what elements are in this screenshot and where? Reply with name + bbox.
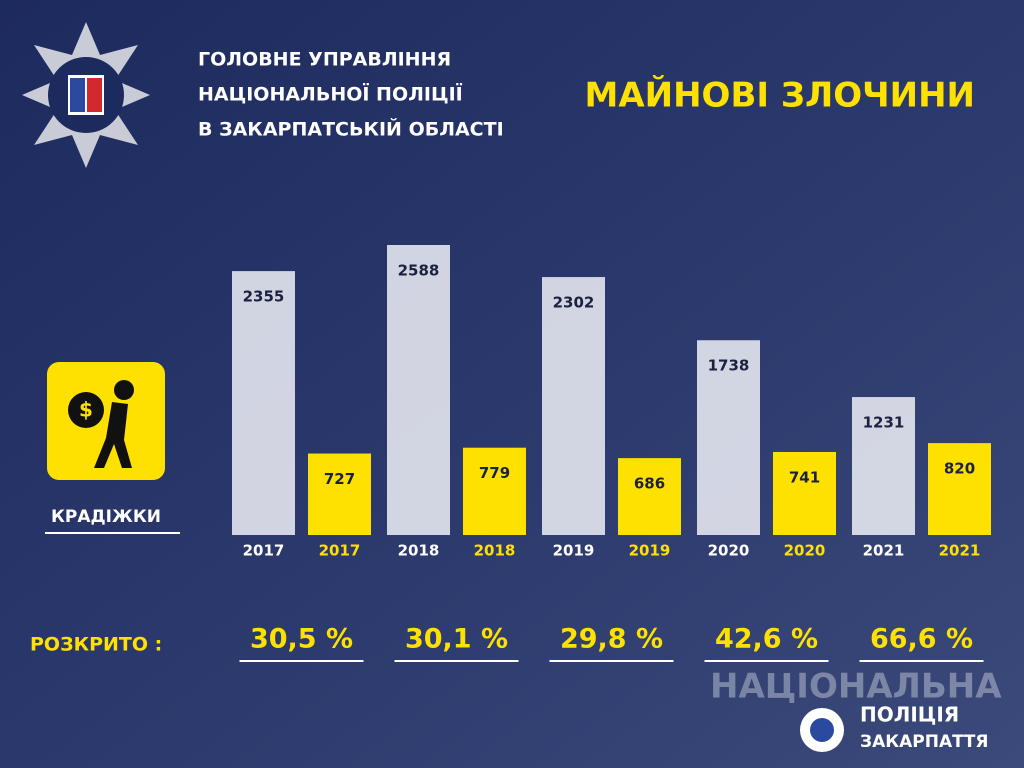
- bar: [852, 397, 915, 535]
- bar: [463, 447, 526, 535]
- value-label: 686: [634, 475, 665, 493]
- org-line: ГОЛОВНЕ УПРАВЛІННЯ: [198, 49, 451, 71]
- x-tick-label: 2021: [939, 542, 981, 560]
- rate-label: 29,8 %: [560, 624, 663, 655]
- bar: [773, 451, 836, 535]
- rate-title: РОЗКРИТО :: [30, 634, 162, 656]
- value-label: 727: [324, 470, 355, 488]
- brand-line: ЗАКАРПАТТЯ: [860, 732, 988, 752]
- x-tick-label: 2017: [243, 542, 285, 560]
- x-tick-label: 2021: [863, 542, 905, 560]
- watermark: НАЦІОНАЛЬНА: [710, 667, 1002, 707]
- x-tick-label: 2019: [629, 542, 671, 560]
- value-label: 2588: [398, 262, 440, 280]
- bar: [232, 271, 295, 535]
- value-label: 1738: [708, 357, 750, 375]
- value-label: 2302: [553, 294, 595, 312]
- bar: [928, 443, 991, 535]
- bar: [697, 340, 760, 535]
- brand-line: ПОЛІЦІЯ: [860, 703, 959, 727]
- value-label: 820: [944, 460, 975, 478]
- org-line: НАЦІОНАЛЬНОЇ ПОЛІЦІЇ: [198, 82, 463, 106]
- rate-label: 30,5 %: [250, 624, 353, 655]
- value-label: 741: [789, 468, 820, 486]
- x-tick-label: 2017: [319, 542, 361, 560]
- rate-label: 66,6 %: [870, 624, 973, 655]
- value-label: 2355: [243, 288, 285, 306]
- bar: [542, 277, 605, 535]
- bar: [618, 458, 681, 535]
- rate-label: 30,1 %: [405, 624, 508, 655]
- x-tick-label: 2019: [553, 542, 595, 560]
- rate-label: 42,6 %: [715, 624, 818, 655]
- theft-icon: $: [47, 362, 165, 480]
- bar: [387, 245, 450, 535]
- value-label: 779: [479, 464, 510, 482]
- category-label: КРАДІЖКИ: [51, 507, 161, 527]
- x-tick-label: 2020: [784, 542, 826, 560]
- icon-symbol: $: [79, 398, 93, 422]
- value-label: 1231: [863, 414, 905, 432]
- brand-logo: ПОЛІЦІЯ ЗАКАРПАТТЯ: [800, 703, 988, 752]
- chart-title: МАЙНОВІ ЗЛОЧИНИ: [584, 75, 975, 116]
- x-tick-label: 2018: [474, 542, 516, 560]
- x-tick-label: 2018: [398, 542, 440, 560]
- emblem: [22, 22, 150, 168]
- bar: [308, 453, 371, 535]
- org-line: В ЗАКАРПАТСЬКІЙ ОБЛАСТІ: [198, 118, 504, 141]
- x-tick-label: 2020: [708, 542, 750, 560]
